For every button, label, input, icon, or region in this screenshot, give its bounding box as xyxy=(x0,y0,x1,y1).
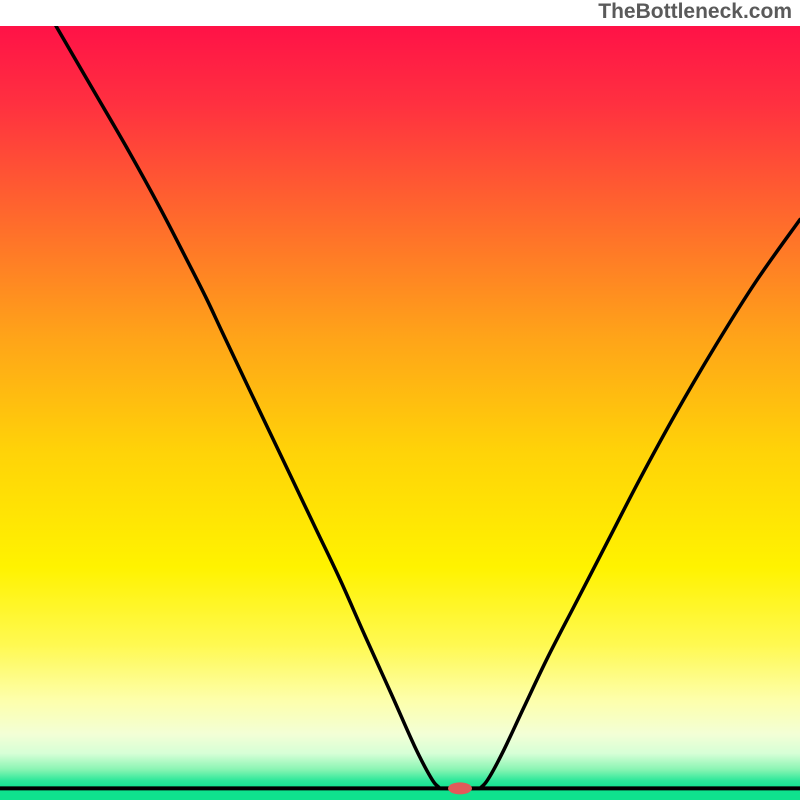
optimum-marker xyxy=(448,782,472,794)
chart-container: TheBottleneck.com xyxy=(0,0,800,800)
bottleneck-chart xyxy=(0,26,800,800)
watermark-text: TheBottleneck.com xyxy=(598,0,792,24)
gradient-background xyxy=(0,26,800,800)
